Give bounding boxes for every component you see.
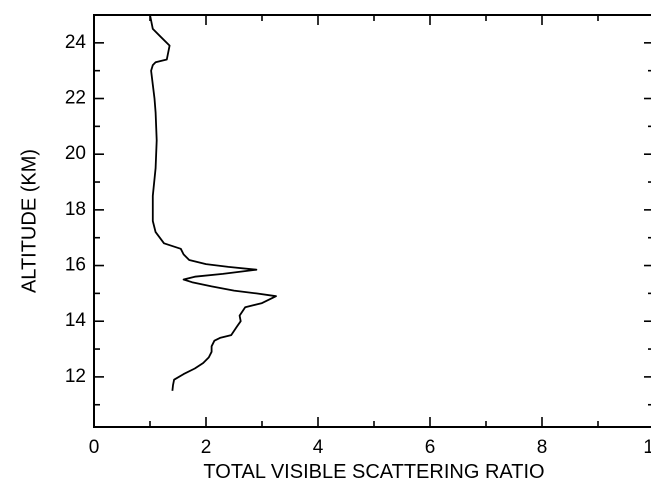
y-tick-label: 24 [65,32,87,53]
plot-frame [93,14,651,428]
ticks [93,14,651,427]
x-tick-label: 0 [89,437,100,458]
y-tick-label: 18 [65,199,86,220]
tick-labels: 024681012141618202224 [65,32,651,458]
x-axis-title: TOTAL VISIBLE SCATTERING RATIO [203,461,544,483]
y-tick-label: 14 [65,310,87,331]
x-tick-label: 4 [313,437,324,458]
x-tick-label: 8 [537,437,548,458]
y-tick-label: 20 [65,143,86,164]
y-axis-title-group: ALTITUDE (KM) [18,149,40,293]
y-axis-title: ALTITUDE (KM) [18,149,40,293]
y-tick-label: 16 [65,255,86,276]
series-line [149,14,277,391]
x-tick-label: 10 [643,437,651,458]
y-tick-label: 22 [65,88,86,109]
x-tick-label: 2 [201,437,212,458]
x-tick-label: 6 [425,437,436,458]
y-tick-label: 12 [65,366,86,387]
